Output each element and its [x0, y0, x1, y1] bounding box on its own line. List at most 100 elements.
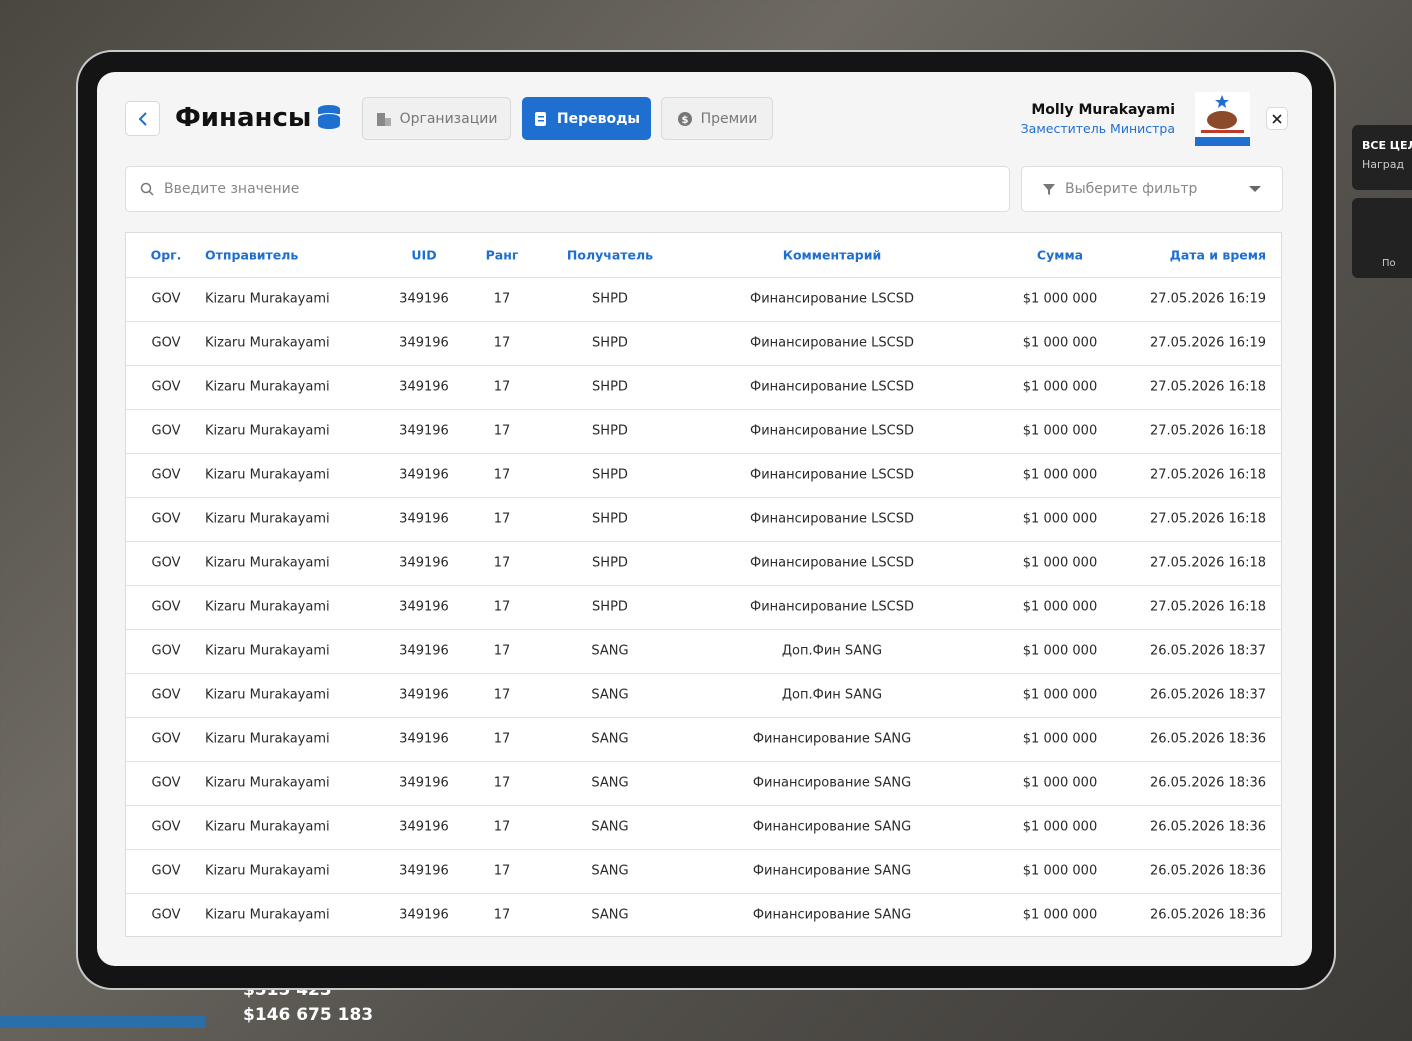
table-cell: Финансирование LSCSD [750, 291, 914, 307]
table-cell: Kizaru Murakayami [205, 423, 330, 439]
hud-bar [0, 1016, 205, 1028]
tab-icon: $ [677, 111, 692, 126]
table-cell: Финансирование LSCSD [750, 467, 914, 483]
row-divider [126, 585, 1281, 586]
filter-placeholder: Выберите фильтр [1065, 181, 1198, 197]
hud-bank: $146 675 183 [243, 1005, 374, 1025]
table-cell: Финансирование LSCSD [750, 511, 914, 527]
side-panel: ВСЕ ЦЕЛ Наград [1352, 125, 1412, 190]
table-cell: $1 000 000 [1022, 907, 1098, 923]
table-cell: Kizaru Murakayami [205, 335, 330, 351]
tab-icon [376, 112, 391, 126]
row-divider [126, 365, 1281, 366]
column-header: UID [411, 247, 437, 263]
table-cell: Финансирование LSCSD [750, 335, 914, 351]
table-cell: Kizaru Murakayami [205, 599, 330, 615]
row-divider [126, 453, 1281, 454]
table-cell: $1 000 000 [1022, 863, 1098, 879]
table-cell: GOV [151, 863, 181, 879]
table-cell: 17 [493, 863, 511, 879]
table-cell: 27.05.2026 16:19 [1149, 335, 1266, 351]
table-cell: 17 [493, 599, 511, 615]
back-icon [138, 111, 147, 126]
table-cell: 27.05.2026 16:19 [1149, 291, 1266, 307]
table-cell: GOV [151, 291, 181, 307]
table-cell: Kizaru Murakayami [205, 907, 330, 923]
search-placeholder: Введите значение [164, 181, 300, 197]
table-cell: GOV [151, 731, 181, 747]
table-cell: SHPD [592, 467, 628, 483]
table-cell: SHPD [592, 555, 628, 571]
table-cell: $1 000 000 [1022, 379, 1098, 395]
table-cell: 17 [493, 511, 511, 527]
table-cell: $1 000 000 [1022, 555, 1098, 571]
back-button[interactable] [125, 101, 160, 136]
row-divider [126, 673, 1281, 674]
table-cell: 349196 [399, 731, 449, 747]
table-cell: GOV [151, 511, 181, 527]
table-cell: 26.05.2026 18:37 [1149, 687, 1266, 703]
table-cell: 349196 [399, 863, 449, 879]
table-cell: 17 [493, 555, 511, 571]
table-cell: Kizaru Murakayami [205, 687, 330, 703]
search-input[interactable]: Введите значение [125, 166, 1010, 212]
table-cell: $1 000 000 [1022, 643, 1098, 659]
side-panel-2: По [1352, 198, 1412, 278]
table-cell: GOV [151, 467, 181, 483]
tab-active[interactable]: Переводы [522, 97, 651, 140]
table-cell: 27.05.2026 16:18 [1149, 599, 1266, 615]
tab[interactable]: $ Премии [661, 97, 773, 140]
page-title: Финансы [175, 103, 312, 133]
table-cell: 349196 [399, 467, 449, 483]
table-cell: 17 [493, 775, 511, 791]
row-divider [126, 277, 1281, 278]
table-cell: SHPD [592, 335, 628, 351]
table-cell: $1 000 000 [1022, 687, 1098, 703]
row-divider [126, 409, 1281, 410]
column-header: Ранг [485, 247, 519, 263]
side-hint: По [1382, 258, 1396, 269]
table-cell: SHPD [592, 379, 628, 395]
table-cell: GOV [151, 687, 181, 703]
table-cell: 17 [493, 423, 511, 439]
table-cell: 349196 [399, 511, 449, 527]
table-cell: GOV [151, 907, 181, 923]
table-cell: Kizaru Murakayami [205, 731, 330, 747]
table-cell: 17 [493, 819, 511, 835]
column-header: Комментарий [782, 247, 882, 263]
row-divider [126, 541, 1281, 542]
tab-label: Организации [399, 110, 498, 127]
table-cell: Kizaru Murakayami [205, 467, 330, 483]
table-cell: 27.05.2026 16:18 [1149, 423, 1266, 439]
tab[interactable]: Организации [362, 97, 511, 140]
column-header: Дата и время [1169, 247, 1266, 263]
table-cell: Финансирование SANG [752, 775, 912, 791]
table-cell: $1 000 000 [1022, 599, 1098, 615]
table-cell: 349196 [399, 335, 449, 351]
row-divider [126, 761, 1281, 762]
table-cell: 26.05.2026 18:36 [1149, 907, 1266, 923]
table-cell: 17 [493, 335, 511, 351]
table-cell: Доп.Фин SANG [781, 643, 883, 659]
table-cell: $1 000 000 [1022, 775, 1098, 791]
close-button[interactable] [1266, 107, 1288, 130]
filter-select[interactable]: Выберите фильтр [1021, 166, 1283, 212]
table-cell: 349196 [399, 775, 449, 791]
table-cell: Kizaru Murakayami [205, 379, 330, 395]
table-cell: 26.05.2026 18:36 [1149, 731, 1266, 747]
table-cell: SHPD [592, 423, 628, 439]
table-cell: GOV [151, 643, 181, 659]
table-cell: Финансирование LSCSD [750, 599, 914, 615]
table-cell: 17 [493, 687, 511, 703]
table-cell: 349196 [399, 819, 449, 835]
table-cell: GOV [151, 819, 181, 835]
table-cell: 27.05.2026 16:18 [1149, 467, 1266, 483]
row-divider [126, 893, 1281, 894]
table-cell: Kizaru Murakayami [205, 863, 330, 879]
table-cell: SANG [591, 819, 629, 835]
close-icon [1272, 113, 1282, 124]
table-cell: Kizaru Murakayami [205, 643, 330, 659]
tab-icon [534, 111, 546, 126]
